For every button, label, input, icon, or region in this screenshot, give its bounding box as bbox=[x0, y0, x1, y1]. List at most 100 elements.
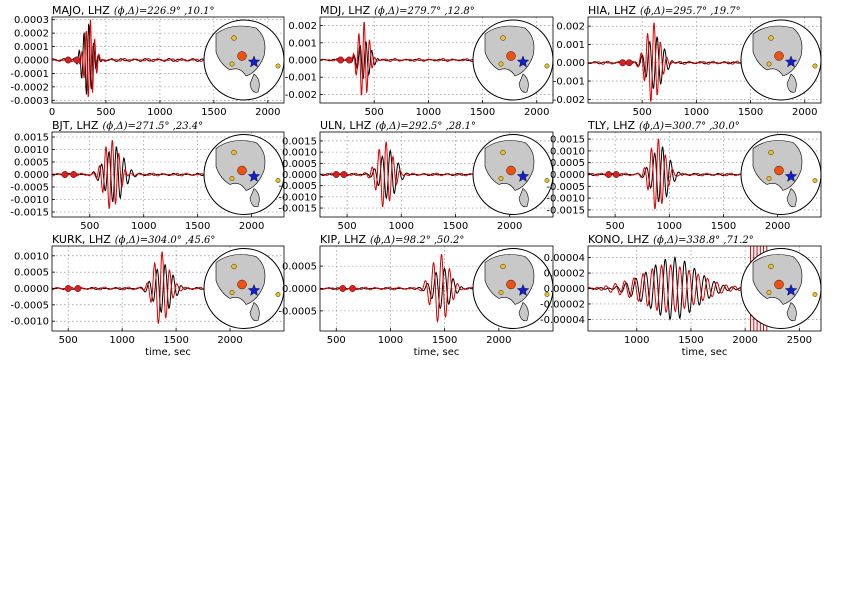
source-star bbox=[784, 169, 798, 182]
event-marker bbox=[229, 290, 235, 295]
x-tick-label: 1500 bbox=[470, 107, 495, 118]
x-tick-label: 1500 bbox=[163, 335, 188, 346]
y-tick-label: 0.00002 bbox=[544, 269, 585, 280]
x-tick-label: 0 bbox=[49, 107, 55, 118]
y-tick-label: 0.0003 bbox=[14, 15, 49, 26]
x-tick-label: 1000 bbox=[657, 221, 682, 232]
event-marker bbox=[812, 178, 818, 183]
station-marker bbox=[506, 165, 516, 176]
station-marker bbox=[237, 279, 247, 290]
panel-title-params: (ϕ,Δ)=271.5° ,23.4° bbox=[102, 121, 203, 132]
panel-tly: 500 1000 1500 20000.00150.00100.00050.0000-… bbox=[546, 119, 822, 232]
event-marker bbox=[500, 35, 506, 41]
source-star bbox=[784, 55, 798, 68]
x-tick-label: 1500 bbox=[432, 335, 457, 346]
globe-inset bbox=[472, 248, 554, 329]
pick-marker bbox=[61, 171, 69, 178]
x-tick-label: 2000 bbox=[486, 335, 511, 346]
panel-title-params: (ϕ,Δ)=279.7° ,12.8° bbox=[374, 6, 475, 17]
y-tick-label: 0.00000 bbox=[544, 284, 585, 295]
globe-inset bbox=[472, 134, 554, 215]
x-tick-label: 1000 bbox=[416, 107, 441, 118]
x-axis-label: time, sec bbox=[682, 347, 728, 358]
x-tick-label: 2000 bbox=[497, 221, 522, 232]
y-tick-label: 0.0000 bbox=[14, 170, 49, 181]
event-marker bbox=[500, 263, 506, 270]
event-marker bbox=[498, 176, 504, 181]
panel-title-station: KURK, LHZ bbox=[52, 233, 111, 246]
x-tick-label: 1000 bbox=[131, 221, 156, 232]
globe-landmass bbox=[518, 302, 529, 322]
pick-marker bbox=[340, 171, 348, 178]
x-tick-label: 500 bbox=[80, 221, 99, 232]
globe-landmass bbox=[518, 73, 529, 93]
station-marker bbox=[506, 51, 516, 61]
panel-mdj: 500 1000 1500 2000 0.002 0.001 0.000 -0.001 -0.0… bbox=[285, 4, 554, 118]
y-tick-label: 0.0005 bbox=[282, 159, 317, 170]
y-tick-label: -0.0010 bbox=[546, 194, 585, 205]
x-tick-label: 500 bbox=[365, 107, 384, 118]
globe-landmass bbox=[786, 302, 797, 322]
y-tick-label: 0.0005 bbox=[550, 158, 585, 169]
event-marker bbox=[766, 176, 772, 181]
panel-title-params: (ϕ,Δ)=292.5° ,28.1° bbox=[375, 121, 476, 132]
x-tick-label: 500 bbox=[96, 107, 115, 118]
event-marker bbox=[812, 292, 818, 297]
panel-title-station: ULN, LHZ bbox=[320, 119, 372, 132]
y-tick-label: 0.00004 bbox=[544, 253, 585, 264]
x-tick-label: 1500 bbox=[711, 221, 736, 232]
x-tick-label: 500 bbox=[338, 221, 357, 232]
y-tick-label: 0.0001 bbox=[14, 42, 49, 53]
y-tick-label: 0.0000 bbox=[282, 170, 317, 181]
pick-marker bbox=[612, 171, 620, 178]
pick-marker bbox=[64, 56, 72, 64]
event-marker bbox=[500, 149, 506, 156]
y-tick-label: 0.001 bbox=[288, 38, 317, 49]
panel-title-params: (ϕ,Δ)=300.7° ,30.0° bbox=[639, 121, 740, 132]
panel-title: MDJ, LHZ (ϕ,Δ)=279.7° ,12.8° bbox=[320, 4, 475, 17]
station-marker bbox=[237, 165, 247, 176]
event-marker bbox=[498, 61, 504, 67]
y-tick-label: -0.002 bbox=[285, 90, 317, 101]
y-tick-label: -0.0005 bbox=[10, 183, 49, 194]
pick-marker bbox=[625, 59, 633, 67]
panel-title-station: HIA, LHZ bbox=[588, 4, 636, 17]
event-marker bbox=[544, 178, 550, 183]
x-tick-label: 1000 bbox=[389, 221, 414, 232]
y-tick-label: -0.001 bbox=[553, 77, 585, 88]
globe-inset bbox=[472, 19, 554, 101]
event-marker bbox=[498, 290, 504, 295]
pick-marker bbox=[605, 171, 613, 178]
x-axis-label: time, sec bbox=[414, 347, 460, 358]
panel-title-station: BJT, LHZ bbox=[52, 119, 99, 132]
x-tick-label: 500 bbox=[633, 107, 652, 118]
y-tick-label: -0.0015 bbox=[10, 208, 49, 219]
y-tick-label: 0.0010 bbox=[14, 251, 49, 262]
pick-marker bbox=[64, 285, 72, 292]
globe-inset bbox=[203, 19, 285, 101]
event-marker bbox=[544, 292, 550, 297]
panel-kip: 500 1000 1500 2000 0.0005 0.0000 -0.0005 KIP, L… bbox=[278, 233, 554, 358]
y-tick-label: -0.001 bbox=[285, 73, 317, 84]
pick-marker bbox=[345, 56, 353, 64]
panel-kurk: 500 1000 1500 2000 0.0010 0.0005 0.0000 -0.0005… bbox=[10, 233, 285, 358]
y-tick-label: 0.000 bbox=[288, 56, 317, 67]
panel-kono: 1000 1500 2000 2500 0.00004 0.00002 0.00000 -0.… bbox=[540, 233, 822, 358]
x-tick-label: 2000 bbox=[792, 107, 817, 118]
x-tick-label: 1000 bbox=[147, 107, 172, 118]
event-marker bbox=[766, 61, 772, 67]
panel-title: BJT, LHZ (ϕ,Δ)=271.5° ,23.4° bbox=[52, 119, 203, 132]
y-tick-label: 0.0010 bbox=[282, 148, 317, 159]
event-marker bbox=[766, 290, 772, 295]
y-tick-label: -0.0003 bbox=[10, 96, 49, 107]
panel-title-params: (ϕ,Δ)=98.2° ,50.2° bbox=[370, 235, 464, 246]
source-star bbox=[247, 55, 261, 68]
event-marker bbox=[229, 61, 235, 67]
panel-title: KONO, LHZ (ϕ,Δ)=338.8° ,71.2° bbox=[588, 233, 754, 246]
y-tick-label: -0.00002 bbox=[540, 299, 585, 310]
y-tick-label: 0.0000 bbox=[282, 284, 317, 295]
y-tick-label: -0.0005 bbox=[546, 182, 585, 193]
y-tick-label: 0.0002 bbox=[14, 29, 49, 40]
event-marker bbox=[229, 176, 235, 181]
